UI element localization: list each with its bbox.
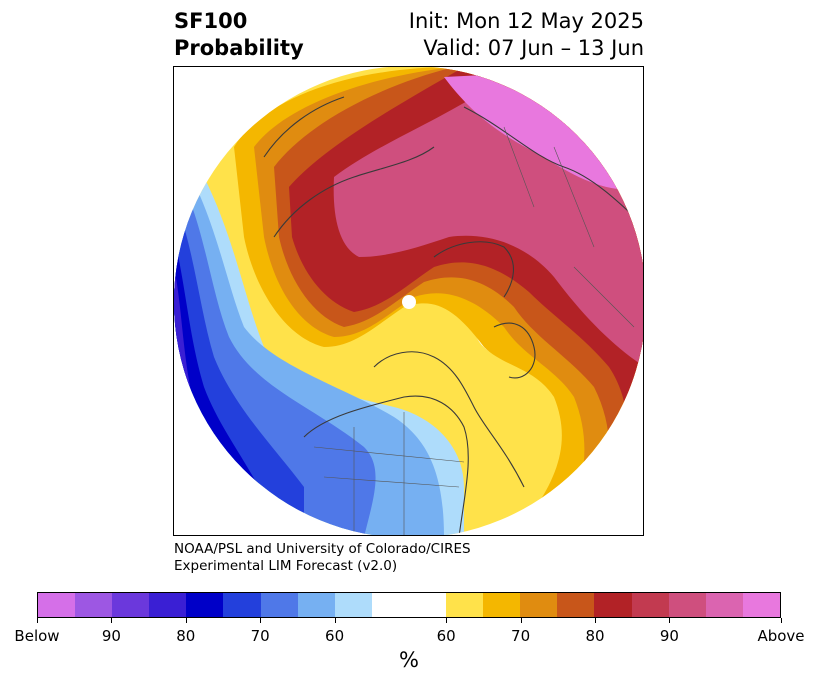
map-panel [173, 66, 644, 536]
colorbar-tick-mark [595, 618, 596, 623]
colorbar-tick-label: Above [757, 627, 805, 645]
colorbar-segment [297, 593, 335, 617]
colorbar-tick-mark [669, 618, 671, 623]
colorbar-segment [223, 593, 261, 617]
colorbar-tick-label: 70 [511, 627, 531, 645]
coastlines [263, 96, 643, 535]
credit-line-1: NOAA/PSL and University of Colorado/CIRE… [174, 541, 471, 557]
colorbar-segment [186, 593, 224, 617]
colorbar-segment [38, 593, 76, 617]
colorbar-unit: % [399, 648, 419, 672]
init-date: Init: Mon 12 May 2025 [408, 9, 644, 33]
colorbar-segment [371, 593, 409, 617]
colorbar-segment [668, 593, 706, 617]
colorbar-segment [557, 593, 595, 617]
colorbar-tick-label: 60 [325, 627, 345, 645]
colorbar-segment [631, 593, 669, 617]
title-probability: Probability [174, 36, 304, 60]
pole-marker [402, 295, 416, 309]
valid-range: Valid: 07 Jun – 13 Jun [423, 36, 644, 60]
polar-map [174, 67, 643, 535]
colorbar-segment [334, 593, 372, 617]
colorbar-tick-mark [781, 618, 782, 623]
map-title: SF100 Probability [174, 8, 304, 62]
title-variable: SF100 [174, 9, 248, 33]
colorbar [37, 592, 781, 618]
colorbar-tick-mark [520, 618, 522, 623]
colorbar-tick-mark [260, 618, 262, 623]
colorbar-segment [75, 593, 113, 617]
colorbar-segment [520, 593, 558, 617]
colorbar-segment [446, 593, 484, 617]
credit-line-2: Experimental LIM Forecast (v2.0) [174, 558, 398, 574]
colorbar-tick-label: 80 [585, 627, 605, 645]
colorbar-segment [705, 593, 743, 617]
colorbar-tick-label: 80 [176, 627, 196, 645]
borders [313, 126, 635, 535]
colorbar-segment [742, 593, 780, 617]
colorbar-segment [149, 593, 187, 617]
colorbar-segment [408, 593, 447, 617]
credit: NOAA/PSL and University of Colorado/CIRE… [174, 541, 471, 575]
colorbar-tick-mark [185, 618, 187, 623]
colorbar-tick-mark [111, 618, 113, 623]
colorbar-tick-label: 70 [250, 627, 270, 645]
colorbar-segment [483, 593, 521, 617]
colorbar-segment [260, 593, 298, 617]
colorbar-tick-label: 90 [659, 627, 679, 645]
colorbar-tick-mark [334, 618, 336, 623]
colorbar-tick-label: Below [14, 627, 60, 645]
colorbar-tick-label: 90 [101, 627, 121, 645]
colorbar-tick-label: 60 [436, 627, 456, 645]
colorbar-segment [594, 593, 632, 617]
forecast-dates: Init: Mon 12 May 2025 Valid: 07 Jun – 13… [409, 8, 644, 62]
colorbar-segment [112, 593, 150, 617]
colorbar-tick-mark [446, 618, 448, 623]
colorbar-tick-mark [37, 618, 38, 623]
